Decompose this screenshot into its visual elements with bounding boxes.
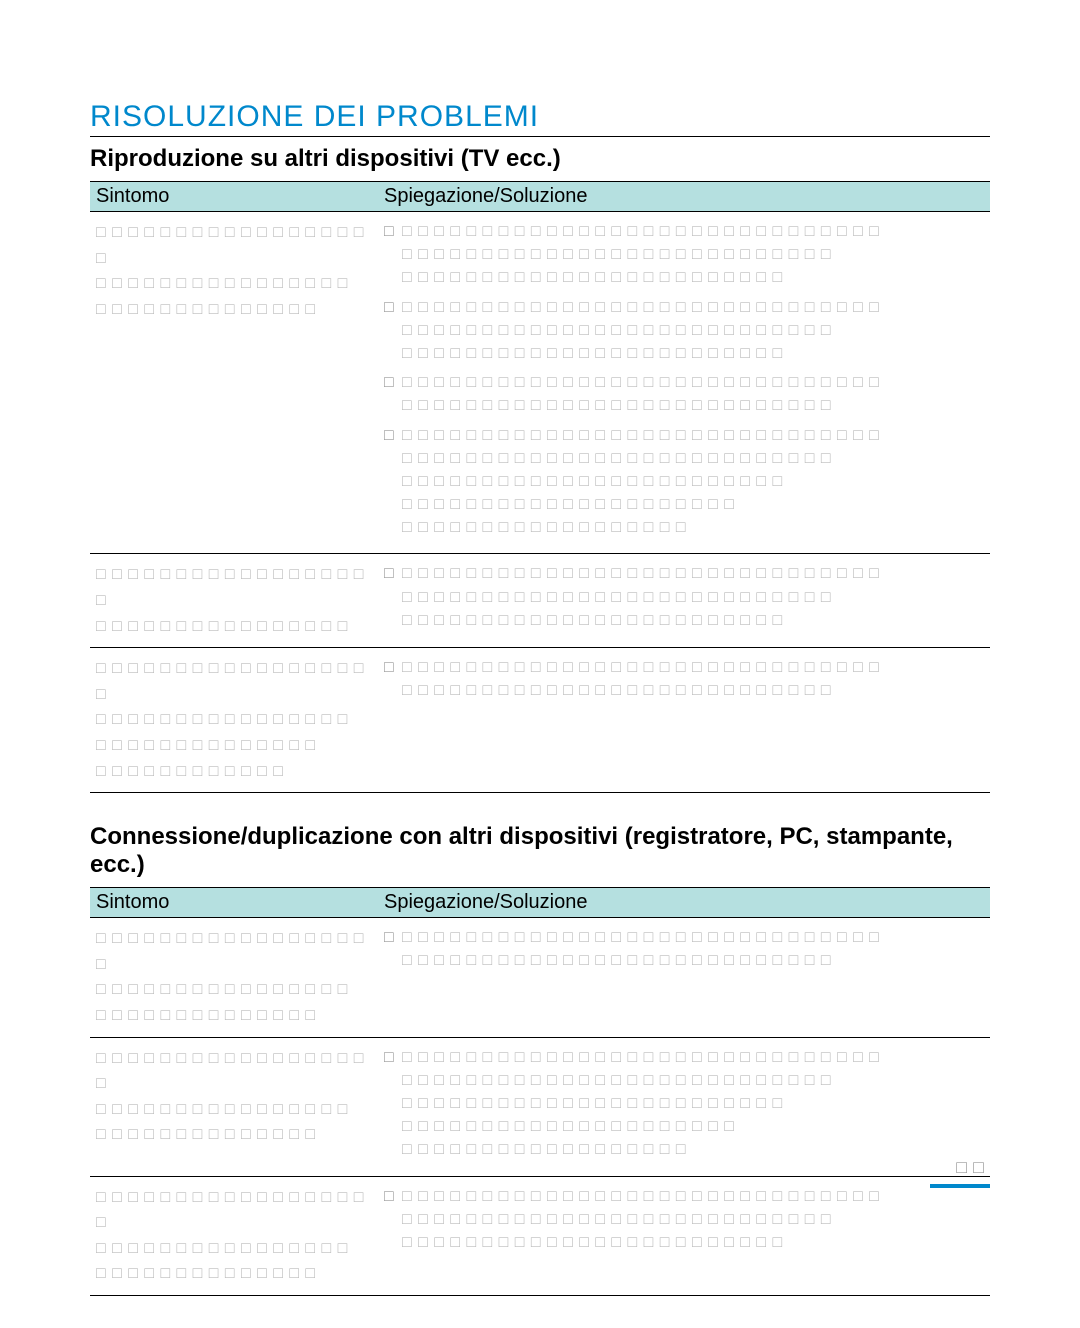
page-number: □□ <box>956 1157 990 1178</box>
table-row: □ □ □ □ □ □ □ □ □ □ □ □ □ □ □ □ □ □ □ □ … <box>90 918 990 1037</box>
explanation-cell: □ □ □ □ □ □ □ □ □ □ □ □ □ □ □ □ □ □ □ □ … <box>378 212 990 554</box>
section2-subtitle: Connessione/duplicazione con altri dispo… <box>90 823 990 879</box>
explanation-cell: □ □ □ □ □ □ □ □ □ □ □ □ □ □ □ □ □ □ □ □ … <box>378 648 990 793</box>
explanation-item: □ □ □ □ □ □ □ □ □ □ □ □ □ □ □ □ □ □ □ □ … <box>402 220 984 290</box>
table-section1: Sintomo Spiegazione/Soluzione □ □ □ □ □ … <box>90 181 990 793</box>
symptom-cell: □ □ □ □ □ □ □ □ □ □ □ □ □ □ □ □ □ □ □ □ … <box>90 648 378 793</box>
table-row: □ □ □ □ □ □ □ □ □ □ □ □ □ □ □ □ □ □ □ □ … <box>90 554 990 648</box>
explanation-cell: □ □ □ □ □ □ □ □ □ □ □ □ □ □ □ □ □ □ □ □ … <box>378 1037 990 1176</box>
explanation-cell: □ □ □ □ □ □ □ □ □ □ □ □ □ □ □ □ □ □ □ □ … <box>378 918 990 1037</box>
symptom-cell: □ □ □ □ □ □ □ □ □ □ □ □ □ □ □ □ □ □ □ □ … <box>90 1176 378 1295</box>
section1-subtitle: Riproduzione su altri dispositivi (TV ec… <box>90 145 990 173</box>
table2-header-col1: Sintomo <box>90 888 378 918</box>
explanation-cell: □ □ □ □ □ □ □ □ □ □ □ □ □ □ □ □ □ □ □ □ … <box>378 1176 990 1295</box>
explanation-item: □ □ □ □ □ □ □ □ □ □ □ □ □ □ □ □ □ □ □ □ … <box>402 371 984 417</box>
symptom-cell: □ □ □ □ □ □ □ □ □ □ □ □ □ □ □ □ □ □ □ □ … <box>90 1037 378 1176</box>
table-row: □ □ □ □ □ □ □ □ □ □ □ □ □ □ □ □ □ □ □ □ … <box>90 648 990 793</box>
table1-header-col2: Spiegazione/Soluzione <box>378 182 990 212</box>
explanation-item: □ □ □ □ □ □ □ □ □ □ □ □ □ □ □ □ □ □ □ □ … <box>402 1046 984 1162</box>
explanation-cell: □ □ □ □ □ □ □ □ □ □ □ □ □ □ □ □ □ □ □ □ … <box>378 554 990 648</box>
table-row: □ □ □ □ □ □ □ □ □ □ □ □ □ □ □ □ □ □ □ □ … <box>90 212 990 554</box>
page-accent-bar <box>930 1184 990 1188</box>
explanation-item: □ □ □ □ □ □ □ □ □ □ □ □ □ □ □ □ □ □ □ □ … <box>402 1185 984 1255</box>
table-row: □ □ □ □ □ □ □ □ □ □ □ □ □ □ □ □ □ □ □ □ … <box>90 1037 990 1176</box>
table2-header-col2: Spiegazione/Soluzione <box>378 888 990 918</box>
explanation-item: □ □ □ □ □ □ □ □ □ □ □ □ □ □ □ □ □ □ □ □ … <box>402 424 984 540</box>
symptom-cell: □ □ □ □ □ □ □ □ □ □ □ □ □ □ □ □ □ □ □ □ … <box>90 554 378 648</box>
explanation-item: □ □ □ □ □ □ □ □ □ □ □ □ □ □ □ □ □ □ □ □ … <box>402 296 984 366</box>
symptom-cell: □ □ □ □ □ □ □ □ □ □ □ □ □ □ □ □ □ □ □ □ … <box>90 212 378 554</box>
table-section2: Sintomo Spiegazione/Soluzione □ □ □ □ □ … <box>90 887 990 1296</box>
table1-header-col1: Sintomo <box>90 182 378 212</box>
symptom-cell: □ □ □ □ □ □ □ □ □ □ □ □ □ □ □ □ □ □ □ □ … <box>90 918 378 1037</box>
explanation-item: □ □ □ □ □ □ □ □ □ □ □ □ □ □ □ □ □ □ □ □ … <box>402 562 984 632</box>
table-row: □ □ □ □ □ □ □ □ □ □ □ □ □ □ □ □ □ □ □ □ … <box>90 1176 990 1295</box>
explanation-item: □ □ □ □ □ □ □ □ □ □ □ □ □ □ □ □ □ □ □ □ … <box>402 926 984 972</box>
explanation-item: □ □ □ □ □ □ □ □ □ □ □ □ □ □ □ □ □ □ □ □ … <box>402 656 984 702</box>
page-title: RISOLUZIONE DEI PROBLEMI <box>90 100 990 137</box>
